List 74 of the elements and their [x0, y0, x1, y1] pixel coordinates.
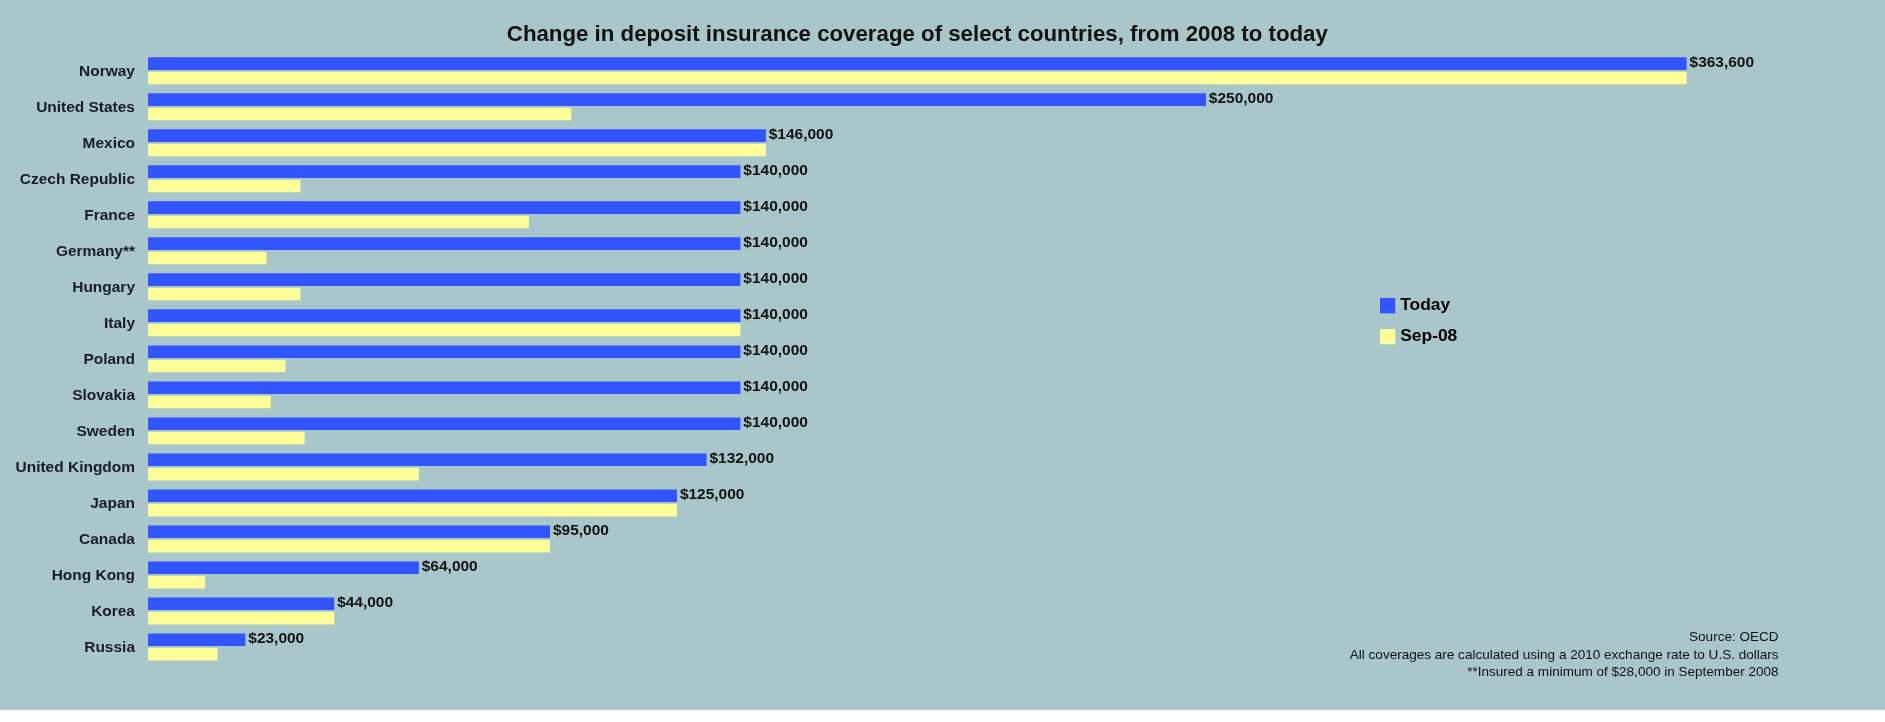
data-label: $363,600: [1689, 52, 1755, 70]
data-label: $140,000: [743, 196, 808, 214]
bar: [148, 647, 218, 661]
y-tick-label: Poland: [83, 349, 135, 367]
bar: [148, 381, 741, 394]
bar: [148, 179, 301, 193]
bar: [148, 287, 301, 301]
bar: [148, 417, 741, 430]
data-label: $125,000: [679, 484, 745, 502]
y-tick-label: Italy: [104, 313, 136, 331]
bar: [148, 539, 551, 553]
bar: [148, 575, 206, 589]
bar: [148, 489, 677, 502]
legend-label: Sep-08: [1400, 325, 1458, 346]
bar: [148, 633, 246, 647]
data-label: $44,000: [337, 592, 394, 610]
annotation: All coverages are calculated using a 2010 exchange rate to U.S. dollars: [1349, 646, 1779, 662]
bar: [148, 237, 741, 250]
data-label: $64,000: [421, 556, 478, 574]
bar: [148, 143, 766, 157]
bar: [148, 323, 741, 337]
bar: [148, 129, 766, 142]
bar: [148, 453, 707, 466]
data-label: $140,000: [743, 340, 808, 358]
y-tick-label: Canada: [79, 529, 136, 547]
y-tick-label: Slovakia: [72, 385, 136, 403]
bar: [148, 215, 529, 229]
data-label: $23,000: [248, 628, 305, 646]
data-label: $132,000: [709, 448, 775, 466]
y-tick-label: Sweden: [76, 421, 135, 439]
chart-title: Change in deposit insurance coverage of select countries, from 2008 to today: [506, 20, 1329, 46]
bar: [148, 165, 741, 178]
y-tick-label: Korea: [91, 601, 136, 619]
y-tick-label: Russia: [84, 637, 136, 655]
y-tick-label: Germany**: [55, 241, 135, 259]
y-tick-label: United States: [36, 97, 135, 115]
y-tick-label: Japan: [90, 493, 135, 511]
bar: [148, 57, 1687, 70]
bar: [148, 525, 551, 538]
bar: [148, 431, 305, 445]
bar: [148, 503, 677, 517]
bar: [148, 561, 419, 574]
data-label: $146,000: [768, 124, 834, 142]
data-label: $140,000: [743, 376, 808, 394]
bar: [148, 71, 1687, 85]
bar: [148, 201, 741, 214]
y-tick-label: Norway: [79, 61, 136, 79]
bar: [148, 345, 741, 358]
y-tick-label: Hong Kong: [51, 565, 135, 583]
data-label: $140,000: [743, 304, 808, 322]
data-label: $250,000: [1208, 88, 1274, 106]
text: **Insured a minimum of $28,000 in September 2008: [1467, 664, 1779, 680]
data-label: $95,000: [552, 520, 609, 538]
bar: [148, 107, 572, 121]
y-tick-label: United Kingdom: [15, 457, 135, 475]
y-tick-label: France: [84, 205, 136, 223]
bar: [148, 395, 271, 409]
y-tick-label: Hungary: [72, 277, 136, 295]
data-label: $140,000: [743, 412, 808, 430]
y-tick-label: Mexico: [82, 133, 135, 151]
bar: [148, 467, 419, 481]
legend-label: Today: [1400, 294, 1451, 315]
bar: [148, 611, 335, 625]
data-label: $140,000: [743, 268, 808, 286]
data-label: $140,000: [743, 232, 808, 250]
bar: [148, 597, 335, 610]
data-label: $140,000: [743, 160, 808, 178]
y-tick-label: Czech Republic: [19, 169, 136, 187]
source-note: Source: OECD: [1689, 629, 1779, 645]
bar: [148, 273, 741, 286]
bar: [148, 93, 1206, 106]
bar: [148, 251, 267, 265]
bar: [148, 359, 286, 373]
bar: [148, 309, 741, 322]
